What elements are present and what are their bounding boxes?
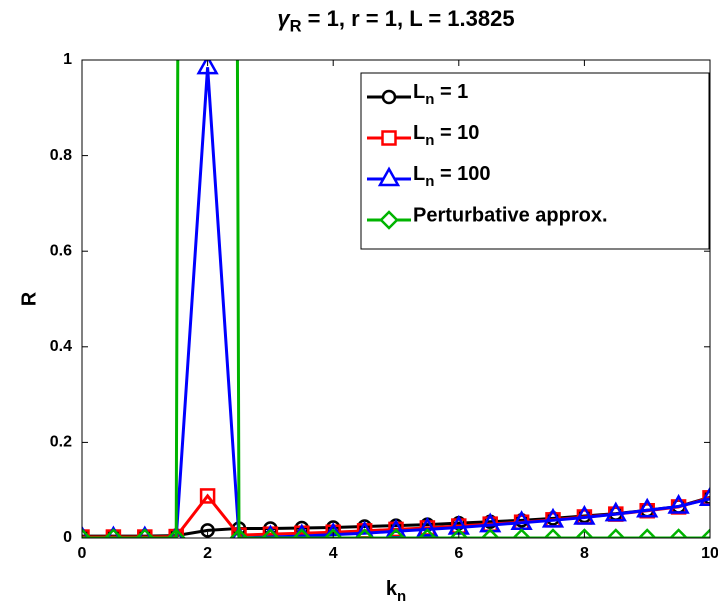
y-tick-label: 1 <box>63 51 72 68</box>
marker <box>700 528 710 538</box>
marker <box>82 528 92 538</box>
marker <box>667 493 690 514</box>
legend-label-part: n <box>425 173 434 190</box>
marker <box>636 497 659 518</box>
marker <box>606 528 626 538</box>
legend-label: Ln = 1 <box>413 81 468 108</box>
chart-title: γR = 1, r = 1, L = 1.3825 <box>277 6 514 36</box>
x-axis-label: kn <box>386 578 406 605</box>
x-tick-label: 6 <box>454 545 463 562</box>
legend-label: Ln = 10 <box>413 122 479 149</box>
marker <box>323 528 343 538</box>
marker <box>668 528 689 538</box>
legend-box <box>360 72 710 250</box>
x-axis-label-part: n <box>397 588 406 605</box>
chart-title-part: γ <box>277 6 291 31</box>
marker <box>381 89 397 105</box>
legend-label-part: L <box>413 163 425 185</box>
plot-area <box>82 60 710 538</box>
marker <box>541 507 565 528</box>
marker <box>377 166 401 187</box>
marker <box>199 488 216 504</box>
legend-label-part: = 10 <box>434 122 479 144</box>
y-axis-label: R <box>18 291 40 306</box>
y-tick-label: 0.4 <box>50 338 72 355</box>
marker <box>354 520 375 538</box>
marker <box>416 516 439 537</box>
marker <box>480 528 500 538</box>
marker <box>543 528 563 538</box>
chart-title-part: = 1, r = 1, L = 1.3825 <box>302 6 515 31</box>
marker <box>229 528 249 538</box>
x-tick-label: 8 <box>580 545 589 562</box>
legend-label: Ln = 100 <box>413 163 491 190</box>
axes-box <box>81 59 711 539</box>
legend-label-part: = 1 <box>434 81 468 103</box>
marker <box>166 528 186 538</box>
y-tick-label: 0.6 <box>50 242 72 259</box>
marker <box>103 528 124 538</box>
marker <box>196 60 219 75</box>
marker <box>511 528 532 538</box>
x-tick-label: 2 <box>203 545 212 562</box>
x-tick-label: 4 <box>329 545 338 562</box>
marker <box>386 528 406 538</box>
x-tick-label: 0 <box>78 545 87 562</box>
legend-label: Perturbative approx. <box>413 204 608 226</box>
chart-title-part: R <box>290 18 302 36</box>
marker <box>135 528 155 538</box>
legend-label-part: n <box>425 132 434 149</box>
marker <box>379 210 399 230</box>
marker <box>292 528 312 538</box>
marker <box>573 504 596 525</box>
x-axis-label-part: k <box>386 578 398 600</box>
legend-label-part: L <box>413 81 425 103</box>
marker <box>260 528 281 538</box>
marker <box>637 528 657 538</box>
legend-label-part: L <box>413 122 425 144</box>
marker <box>698 486 710 507</box>
y-tick-label: 0 <box>63 529 72 546</box>
x-tick-label: 10 <box>701 545 718 562</box>
marker <box>604 501 627 522</box>
y-tick-label: 0.2 <box>50 434 72 451</box>
marker <box>381 130 397 146</box>
marker <box>324 522 343 538</box>
legend-label-part: n <box>425 91 434 108</box>
legend-label-part: = 100 <box>434 163 490 185</box>
marker <box>354 528 375 538</box>
y-tick-label: 0.8 <box>50 147 72 164</box>
marker <box>449 528 469 538</box>
marker <box>417 528 438 538</box>
marker <box>574 528 595 538</box>
